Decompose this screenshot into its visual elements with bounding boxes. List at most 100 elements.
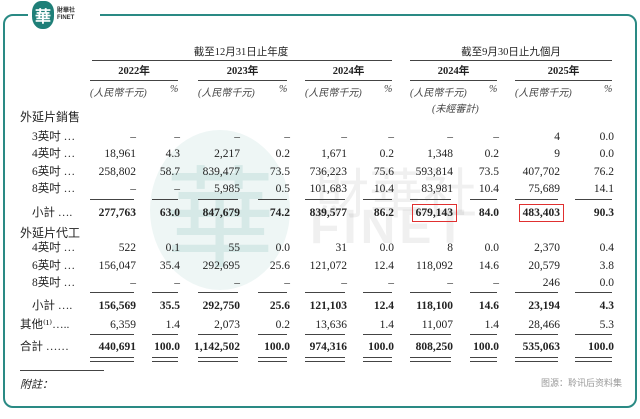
cell: 0.2 xyxy=(275,319,290,331)
rule xyxy=(515,334,558,335)
table-row-other: 其他⁽¹⁾….. 6,359 1.4 2,073 0.2 13,636 1.4 11,007 1… xyxy=(0,317,640,333)
cell: 0.0 xyxy=(484,242,499,254)
cell: 258,802 xyxy=(98,166,136,178)
cell: 535,063 xyxy=(522,341,560,353)
cell: 74.2 xyxy=(269,207,290,219)
rule xyxy=(515,357,558,358)
row-label: 6英吋 … xyxy=(32,166,76,178)
cell: 73.5 xyxy=(478,166,499,178)
section-foundry: 外延片代工 xyxy=(20,226,81,240)
cell: 292,750 xyxy=(202,300,240,312)
rule xyxy=(363,361,392,362)
row-label: 8英吋 … xyxy=(32,277,76,289)
rule xyxy=(305,357,345,358)
cell: 440,691 xyxy=(98,341,136,353)
cell: 25.6 xyxy=(269,260,290,272)
cell: 839,577 xyxy=(309,207,347,219)
cell: 13,636 xyxy=(315,319,347,331)
row-label: 6英吋 … xyxy=(32,260,76,272)
rule xyxy=(515,361,558,362)
table-row-f6: 6英吋 … 156,047 35.4 292,695 25.6 121,072 12.4 11… xyxy=(0,258,640,274)
cell: – xyxy=(341,277,347,289)
cell: 14.6 xyxy=(478,260,499,272)
unaudited-note: (未經審計) xyxy=(432,104,479,115)
percent-label: % xyxy=(279,84,288,95)
percent-label: % xyxy=(384,84,393,95)
rule xyxy=(258,334,287,335)
rule xyxy=(515,292,558,293)
cell: 31 xyxy=(335,242,348,254)
cell: – xyxy=(388,131,394,143)
cell: 0.0 xyxy=(599,131,614,143)
table-row-s6: 6英吋 … 258,802 58.7 839,477 73.5 736,223 75.6 59… xyxy=(0,164,640,180)
rule xyxy=(258,361,287,362)
rule xyxy=(152,334,178,335)
cell: 76.2 xyxy=(593,166,614,178)
cell: 100.0 xyxy=(473,341,499,353)
cell: 100.0 xyxy=(154,341,180,353)
cell: 55 xyxy=(228,242,241,254)
rule xyxy=(90,357,134,358)
finet-logo: 華 財華社 FINET xyxy=(28,0,100,30)
cell: 6,359 xyxy=(110,319,136,331)
percent-label: % xyxy=(489,84,498,95)
unit-label: (人民幣千元) xyxy=(305,88,362,99)
rule xyxy=(410,334,451,335)
rule xyxy=(152,292,178,293)
cell: 86.2 xyxy=(373,207,394,219)
cell: 90.3 xyxy=(593,207,614,219)
year-header: 2025年 xyxy=(547,66,580,77)
table-row-f8: 8英吋 … – – – – – – – – 246 0.0 xyxy=(0,275,640,291)
cell: 0.2 xyxy=(484,148,499,160)
cell: – xyxy=(493,131,499,143)
rule xyxy=(90,80,178,81)
rule xyxy=(305,292,345,293)
cell: 18,961 xyxy=(104,148,136,160)
header-group-annual: 截至12月31日止年度 xyxy=(193,47,289,58)
cell: 10.4 xyxy=(373,183,394,195)
source-caption: 图源：聆讯后资料集 xyxy=(540,379,622,389)
cell: 73.5 xyxy=(269,166,290,178)
rule xyxy=(92,60,392,61)
cell: 35.5 xyxy=(159,300,180,312)
cell: – xyxy=(174,277,180,289)
cell: 14.1 xyxy=(593,183,614,195)
year-header: 2023年 xyxy=(226,66,259,77)
cell: – xyxy=(174,131,180,143)
cell: 12.4 xyxy=(373,260,394,272)
cell: 75.6 xyxy=(373,166,394,178)
cell: – xyxy=(234,131,240,143)
cell: 156,047 xyxy=(98,260,136,272)
row-label: 其他⁽¹⁾….. xyxy=(20,319,70,331)
rule xyxy=(90,292,134,293)
watermark-text-en: FINET xyxy=(310,201,469,254)
cell: 0.4 xyxy=(599,242,614,254)
cell: 101,683 xyxy=(309,183,347,195)
cell: 0.0 xyxy=(599,277,614,289)
cell: 0.2 xyxy=(379,148,394,160)
percent-label: % xyxy=(604,84,613,95)
cell: 0.0 xyxy=(599,148,614,160)
table-row-fsub: 小計 …. 156,569 35.5 292,750 25.6 121,103 12.4 11… xyxy=(0,298,640,314)
cell: 407,702 xyxy=(522,166,560,178)
rule xyxy=(90,361,134,362)
cell: – xyxy=(447,277,453,289)
cell: – xyxy=(388,277,394,289)
highlighted-cell: 483,403 xyxy=(518,204,564,222)
rule xyxy=(90,334,134,335)
rule xyxy=(305,334,345,335)
cell: – xyxy=(130,183,136,195)
cell: 1,142,502 xyxy=(194,341,240,353)
cell: 0.0 xyxy=(379,242,394,254)
rule xyxy=(258,357,287,358)
cell: – xyxy=(234,277,240,289)
cell: 246 xyxy=(542,277,560,289)
rule xyxy=(363,357,392,358)
unit-label: (人民幣千元) xyxy=(198,88,255,99)
rule xyxy=(152,361,178,362)
rule xyxy=(305,199,345,200)
cell: 28,466 xyxy=(528,319,560,331)
unit-label: (人民幣千元) xyxy=(410,88,467,99)
table-frame xyxy=(3,14,637,408)
table-row-total: 合計 …… 440,691 100.0 1,142,502 100.0 974,316 10… xyxy=(0,339,640,355)
